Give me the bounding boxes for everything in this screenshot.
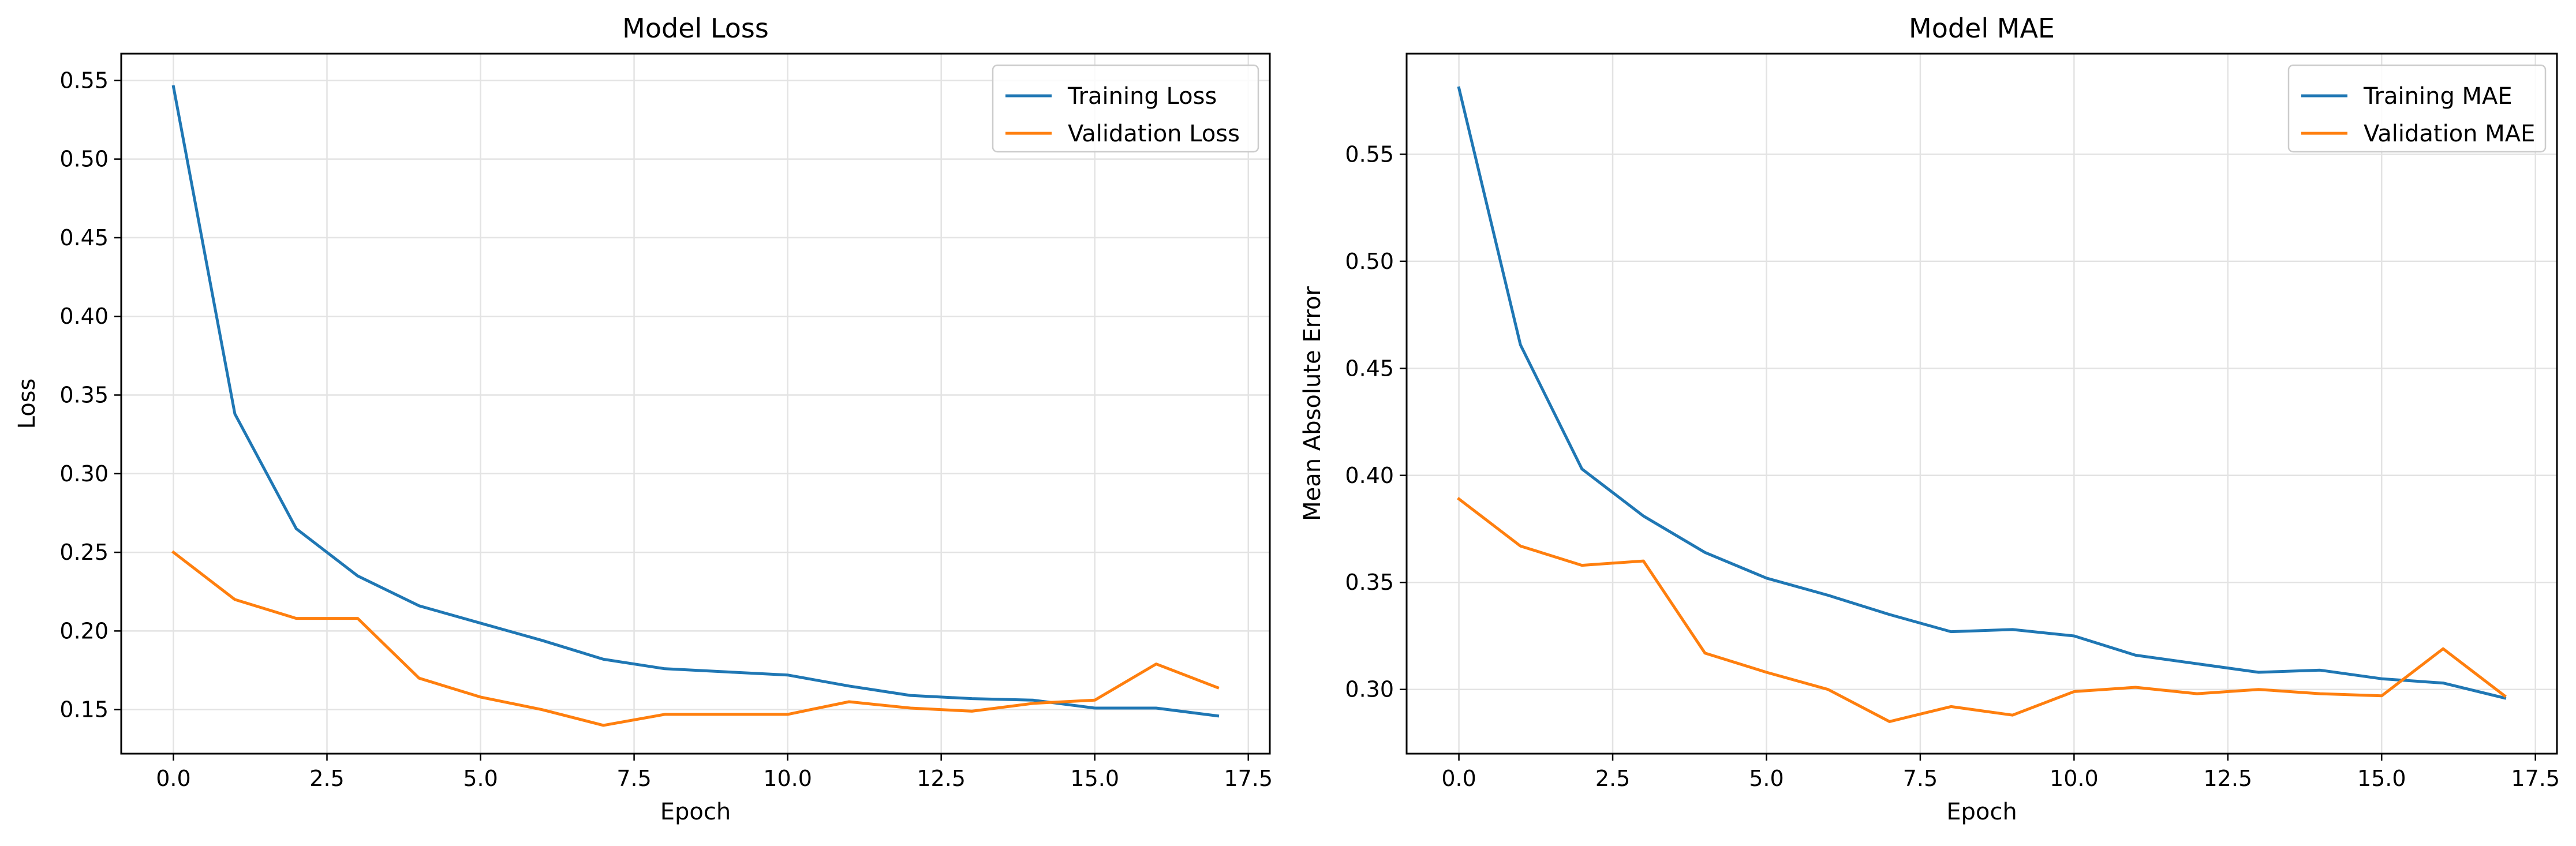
y-tick-label: 0.50 (59, 147, 109, 172)
chart-title: Model Loss (622, 13, 769, 44)
x-tick-label: 5.0 (1749, 766, 1784, 791)
x-tick-label: 12.5 (917, 766, 966, 791)
legend-box (992, 64, 1259, 153)
y-tick-label: 0.45 (59, 225, 109, 250)
x-tick-label: 10.0 (2050, 766, 2099, 791)
legend-label-1: Training MAE (2363, 83, 2513, 110)
x-tick-label: 0.0 (1441, 766, 1476, 791)
x-tick-label: 15.0 (2357, 766, 2406, 791)
legend-label-1: Training Loss (1067, 83, 1217, 110)
y-tick-label: 0.25 (59, 540, 109, 565)
y-tick-label: 0.50 (1345, 249, 1394, 274)
y-tick-label: 0.55 (1345, 141, 1394, 167)
y-tick-label: 0.20 (59, 618, 109, 643)
x-tick-label: 2.5 (309, 766, 344, 791)
x-axis-label: Epoch (1946, 799, 2017, 825)
series-line-2 (1457, 497, 2507, 723)
series-line-1 (1457, 86, 2507, 700)
chart-panel-1: 0.0 2.5 5.0 7.5 10.0 12.5 15.0 17.5 0.15 0.20 0.25… (14, 13, 1273, 825)
legend: Training Loss Validation Loss (992, 64, 1259, 153)
y-tick-label: 0.35 (1345, 570, 1394, 595)
axes-frame (1405, 53, 2558, 755)
x-tick-label: 7.5 (616, 766, 651, 791)
y-tick-label: 0.55 (59, 68, 109, 93)
x-axis-label: Epoch (660, 799, 731, 825)
y-tick-label: 0.40 (1345, 463, 1394, 488)
legend-label-2: Validation MAE (2364, 121, 2535, 147)
y-tick-label: 0.45 (1345, 355, 1394, 381)
series-line-2 (171, 550, 1220, 727)
y-tick-label: 0.35 (59, 383, 109, 408)
axes-frame (120, 53, 1271, 755)
chart-title: Model MAE (1909, 13, 2055, 44)
x-tick-label: 10.0 (763, 766, 812, 791)
y-tick-label: 0.40 (59, 304, 109, 329)
x-tick-label: 15.0 (1070, 766, 1119, 791)
y-tick-label: 0.15 (59, 697, 109, 723)
x-tick-label: 17.5 (2511, 766, 2560, 791)
y-axis-label: Loss (14, 379, 40, 429)
x-tick-label: 5.0 (463, 766, 498, 791)
x-tick-label: 2.5 (1595, 766, 1630, 791)
y-axis-label: Mean Absolute Error (1299, 286, 1326, 521)
x-tick-label: 17.5 (1224, 766, 1273, 791)
legend-box (2287, 64, 2547, 153)
x-tick-label: 12.5 (2204, 766, 2253, 791)
x-tick-label: 7.5 (1903, 766, 1938, 791)
legend: Training MAE Validation MAE (2287, 64, 2547, 153)
chart-panel-2: 0.0 2.5 5.0 7.5 10.0 12.5 15.0 17.5 0.30 0.35 0.40… (1299, 13, 2560, 825)
x-tick-label: 0.0 (156, 766, 190, 791)
legend-label-2: Validation Loss (1068, 121, 1240, 147)
y-tick-label: 0.30 (59, 461, 109, 486)
y-tick-label: 0.30 (1345, 677, 1394, 702)
